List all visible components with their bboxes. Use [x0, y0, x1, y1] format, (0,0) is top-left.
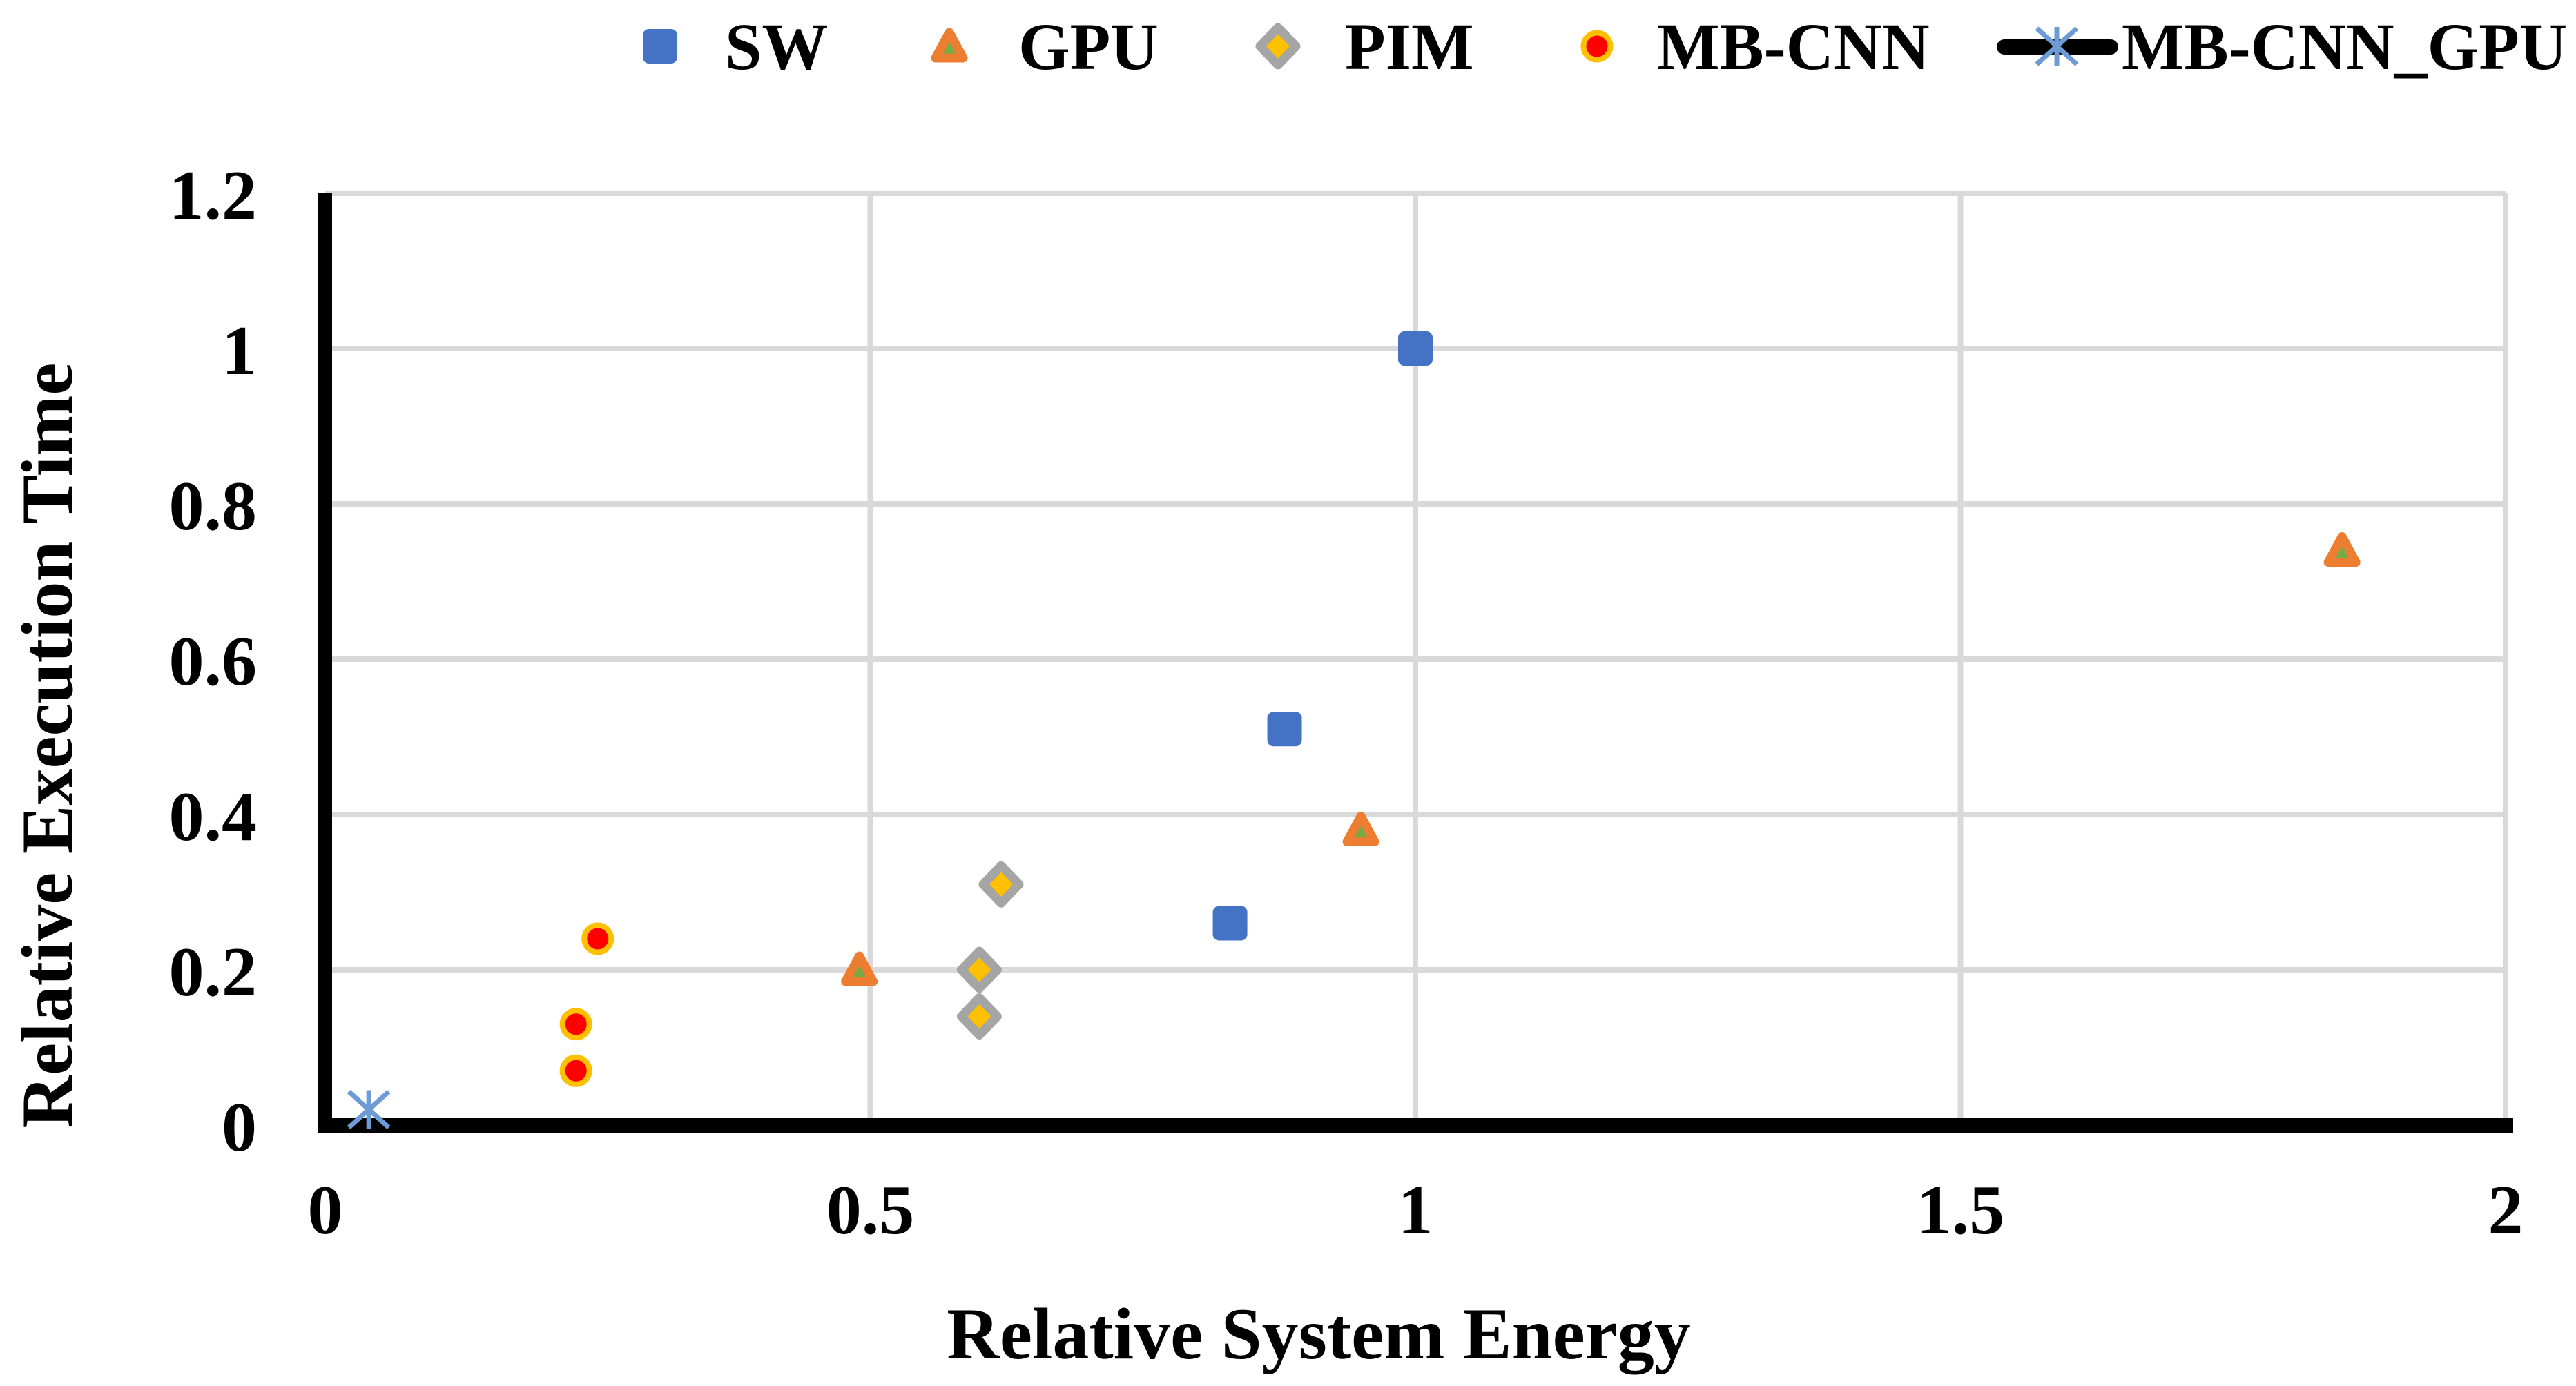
square-marker-icon: [643, 29, 677, 64]
data-point: [1398, 331, 1433, 366]
y-tick-label: 1.2: [169, 157, 258, 235]
legend-item-sw: SW: [643, 10, 828, 84]
series-sw: [1212, 331, 1433, 941]
data-point: [956, 993, 1002, 1040]
data-point: [347, 1089, 391, 1130]
legend-item-mb-cnn: MB-CNN: [1580, 10, 1930, 84]
legend-item-gpu: GPU: [931, 10, 1159, 84]
x-tick-label: 0: [308, 1171, 343, 1249]
x-axis-title: Relative System Energy: [947, 1294, 1690, 1374]
data-point: [559, 1054, 592, 1087]
circle-marker-icon: [581, 922, 614, 955]
diamond-marker-icon: [978, 861, 1024, 908]
y-axis-line: [318, 193, 332, 1133]
y-tick-label: 0.2: [169, 933, 258, 1011]
series-pim: [956, 861, 1024, 1040]
legend-item-mb-cnn-gpu: MB-CNN_GPU: [1997, 10, 2567, 84]
data-point: [1267, 712, 1302, 747]
circle-marker-icon: [559, 1054, 592, 1087]
series-mb-cnn: [559, 922, 614, 1087]
y-tick-label: 0.8: [169, 467, 258, 545]
data-point: [978, 861, 1024, 908]
x-tick-label: 1.5: [1917, 1171, 2005, 1249]
x-tick-label: 1: [1398, 1171, 1433, 1249]
legend: SW GPU PIM MB-CNN MB-CNN_GPU: [643, 10, 2567, 84]
y-tick-label: 0.6: [169, 623, 258, 701]
asterisk-marker-icon: [347, 1089, 391, 1130]
legend-label: MB-CNN: [1657, 10, 1930, 84]
x-tick-label: 0.5: [826, 1171, 915, 1249]
x-axis-line: [318, 1118, 2513, 1133]
diamond-marker-icon: [956, 946, 1002, 993]
y-tick-label: 1: [222, 312, 257, 390]
legend-marker: [1255, 23, 1301, 70]
triangle-marker-icon: [1342, 812, 1379, 846]
legend-label: PIM: [1345, 10, 1474, 84]
y-tick-label: 0.4: [169, 778, 258, 856]
data-point: [841, 951, 878, 986]
triangle-marker-icon: [841, 951, 878, 986]
data-point: [559, 1008, 592, 1041]
legend-label: MB-CNN_GPU: [2122, 10, 2567, 84]
series-gpu: [841, 532, 2361, 986]
x-tick-label: 2: [2488, 1171, 2524, 1249]
data-point: [956, 946, 1002, 993]
series-mb-cnn-gpu: [347, 1089, 391, 1130]
legend-marker: [2035, 26, 2079, 66]
legend-marker: [931, 28, 968, 63]
data-point: [1342, 812, 1379, 846]
square-marker-icon: [1398, 331, 1433, 366]
legend-marker: [1580, 30, 1614, 63]
diamond-marker-icon: [1255, 23, 1301, 70]
circle-marker-icon: [559, 1008, 592, 1041]
legend-label: GPU: [1018, 10, 1159, 84]
data-points: [347, 331, 2361, 1130]
square-marker-icon: [1267, 712, 1302, 747]
square-marker-icon: [1212, 906, 1248, 941]
y-tick-label: 0: [222, 1089, 257, 1167]
triangle-marker-icon: [2323, 532, 2361, 567]
legend-item-pim: PIM: [1255, 10, 1474, 84]
data-point: [581, 922, 614, 955]
triangle-marker-icon: [931, 28, 968, 63]
legend-label: SW: [725, 10, 828, 84]
axis-ticks: 0 0.2 0.4 0.6 0.8 1 1.2 0 0.5 1 1.5 2: [169, 157, 2524, 1249]
diamond-marker-icon: [956, 993, 1002, 1040]
data-point: [2323, 532, 2361, 567]
legend-marker: [643, 29, 677, 64]
asterisk-marker-icon: [2035, 26, 2079, 66]
circle-marker-icon: [1580, 30, 1614, 63]
y-axis-title: Relative Execution Time: [7, 363, 88, 1129]
data-point: [1212, 906, 1248, 941]
